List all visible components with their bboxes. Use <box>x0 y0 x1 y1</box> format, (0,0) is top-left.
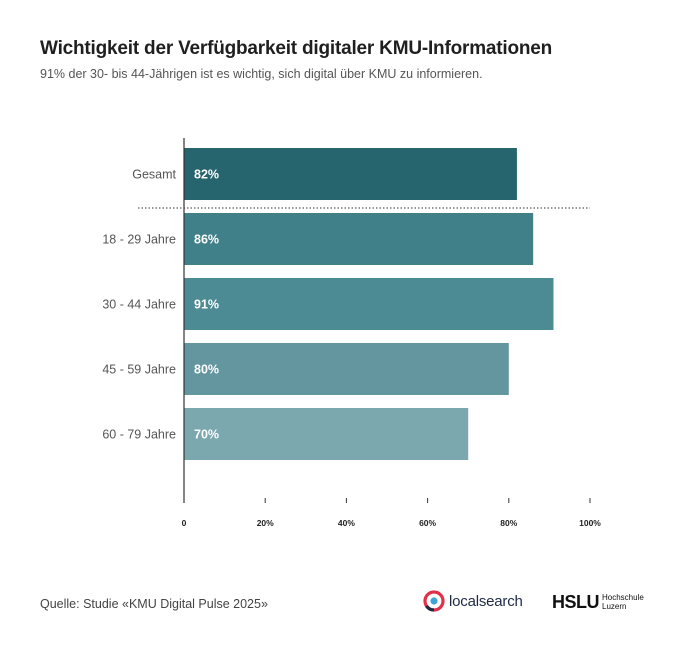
value-label-1: 82% <box>194 168 219 182</box>
bar-5 <box>184 408 469 460</box>
value-label-5: 70% <box>194 428 219 442</box>
bar-3 <box>184 278 554 330</box>
hslu-subtitle-line-2: Luzern <box>602 601 627 611</box>
chart-title: Wichtigkeit der Verfügbarkeit digitaler … <box>40 38 553 59</box>
category-label-3: 30 - 44 Jahre <box>102 298 176 312</box>
bar-2 <box>184 213 534 265</box>
source-note: Quelle: Studie «KMU Digital Pulse 2025» <box>40 597 268 611</box>
category-label-2: 18 - 29 Jahre <box>102 233 176 247</box>
hslu-wordmark: HSLU <box>552 592 600 612</box>
x-tick-label-60: 60% <box>419 518 436 528</box>
x-tick-label-100: 100% <box>579 518 601 528</box>
bar-1 <box>184 148 517 200</box>
hslu-subtitle-line-1: Hochschule <box>602 593 644 602</box>
localsearch-logo: localsearch <box>423 590 523 612</box>
localsearch-icon <box>423 590 445 612</box>
category-label-4: 45 - 59 Jahre <box>102 363 176 377</box>
chart-subtitle: 91% der 30- bis 44-Jährigen ist es wicht… <box>40 67 483 81</box>
hslu-logo: HSLU Hochschule Luzern <box>552 592 644 613</box>
localsearch-wordmark: localsearch <box>449 592 523 610</box>
x-tick-label-80: 80% <box>500 518 517 528</box>
bar-chart: Gesamt 82% 18 - 29 Jahre 86% 30 - 44 Jahre 91… <box>102 138 601 528</box>
category-label-5: 60 - 79 Jahre <box>102 428 176 442</box>
hslu-subtitle: Hochschule Luzern <box>602 593 644 611</box>
value-label-2: 86% <box>194 233 219 247</box>
x-tick-label-20: 20% <box>257 518 274 528</box>
value-label-4: 80% <box>194 363 219 377</box>
category-label-1: Gesamt <box>132 168 176 182</box>
x-tick-label-0: 0 <box>182 518 187 528</box>
bar-4 <box>184 343 509 395</box>
x-tick-label-40: 40% <box>338 518 355 528</box>
value-label-3: 91% <box>194 298 219 312</box>
